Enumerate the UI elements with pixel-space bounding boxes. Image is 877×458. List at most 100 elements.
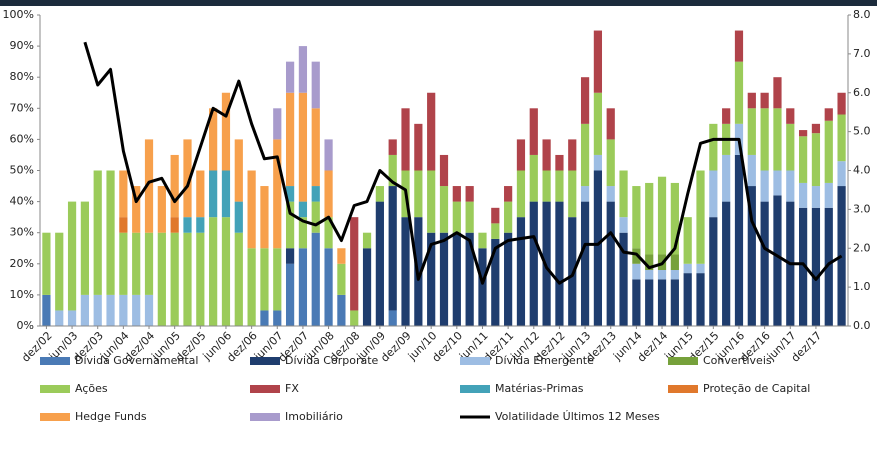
bar-segment: [221, 92, 231, 171]
bar-segment: [221, 170, 231, 218]
bar-segment: [221, 217, 231, 326]
bar-segment: [465, 201, 474, 233]
bar-segment: [119, 232, 128, 295]
bar-segment: [696, 263, 705, 274]
bar-segment: [209, 217, 218, 326]
bar-segment: [811, 186, 821, 208]
bar-segment: [542, 170, 551, 202]
y-tick-label: 30%: [10, 226, 34, 239]
legend-label: FX: [285, 382, 299, 395]
bar-segment: [722, 108, 731, 124]
bar-segment: [580, 77, 590, 124]
bar-segment: [401, 217, 410, 326]
bar-segment: [157, 186, 166, 233]
bar-segment: [362, 232, 372, 249]
bar-segment: [555, 201, 564, 326]
legend-label: Hedge Funds: [75, 410, 147, 423]
bar-segment: [568, 217, 577, 326]
bar-segment: [670, 182, 679, 255]
bar-segment: [273, 310, 282, 326]
bar-segment: [298, 217, 308, 249]
bar-segment: [709, 170, 718, 218]
bar-segment: [760, 108, 769, 171]
bar-segment: [209, 108, 218, 171]
bar-segment: [568, 139, 577, 171]
bar-segment: [337, 248, 346, 264]
bar-segment: [606, 139, 615, 187]
bar-segment: [119, 170, 128, 218]
legend-label: Imobiliário: [285, 410, 343, 423]
bar-segment: [183, 232, 192, 326]
bar-segment: [542, 139, 551, 171]
bar-segment: [645, 182, 654, 255]
bar-segment: [324, 170, 333, 218]
bar-segment: [632, 279, 641, 326]
bar-segment: [824, 120, 833, 183]
bar-segment: [273, 139, 282, 249]
bar-segment: [683, 263, 692, 274]
bar-segment: [722, 154, 731, 202]
bar-segment: [106, 170, 115, 295]
bar-segment: [670, 279, 679, 326]
y2-tick-label: 4.0: [853, 164, 871, 177]
bar-segment: [593, 30, 603, 93]
bar-segment: [132, 294, 141, 326]
bar-segment: [811, 133, 821, 187]
bar-segment: [439, 186, 449, 233]
bar-segment: [504, 201, 513, 233]
bar-segment: [491, 238, 500, 326]
bar-segment: [388, 310, 397, 326]
y2-tick-label: 8.0: [853, 8, 871, 21]
bar-segment: [824, 108, 833, 121]
bar-segment: [606, 186, 615, 202]
bar-segment: [452, 201, 461, 233]
bar-segment: [632, 186, 641, 249]
bar-segment: [452, 186, 461, 202]
bar-segment: [645, 254, 654, 271]
bar-segment: [298, 248, 308, 326]
bar-segment: [42, 294, 51, 326]
bar-segment: [786, 170, 795, 202]
bar-segment: [285, 186, 295, 202]
bar-segment: [388, 186, 397, 311]
bar-segment: [773, 170, 782, 196]
bar-segment: [465, 232, 474, 326]
bar-segment: [414, 170, 423, 218]
bar-segment: [580, 201, 590, 326]
bar-segment: [747, 186, 756, 326]
bar-segment: [144, 294, 154, 326]
bar-segment: [709, 217, 718, 326]
bar-segment: [683, 273, 692, 326]
legend-swatch: [40, 385, 70, 393]
legend-label: Ações: [75, 382, 108, 395]
bar-segment: [427, 232, 436, 326]
bar-segment: [799, 182, 808, 208]
bar-segment: [350, 310, 359, 326]
bar-segment: [170, 217, 179, 233]
bar-segment: [439, 154, 449, 187]
bar-segment: [196, 170, 205, 218]
bar-segment: [311, 61, 320, 109]
bar-segment: [593, 170, 603, 326]
bar-segment: [747, 154, 756, 187]
bar-segment: [734, 61, 744, 124]
bar-segment: [362, 248, 372, 326]
y-tick-label: 40%: [10, 195, 34, 208]
bar-segment: [375, 201, 384, 326]
bar-segment: [209, 170, 218, 218]
bar-segment: [696, 273, 705, 326]
bar-segment: [42, 232, 51, 295]
bar-segment: [401, 108, 410, 171]
bar-segment: [273, 248, 282, 311]
bar-segment: [311, 201, 320, 233]
y2-tick-label: 1.0: [853, 280, 871, 293]
bar-segment: [773, 77, 782, 109]
legend-swatch: [668, 385, 698, 393]
bar-segment: [452, 232, 461, 326]
bar-segment: [285, 92, 295, 187]
legend-label: Dívida Governamental: [75, 354, 198, 367]
bar-segment: [580, 186, 590, 202]
y-tick-label: 80%: [10, 70, 34, 83]
legend-swatch: [250, 357, 280, 365]
bar-segment: [183, 217, 192, 233]
